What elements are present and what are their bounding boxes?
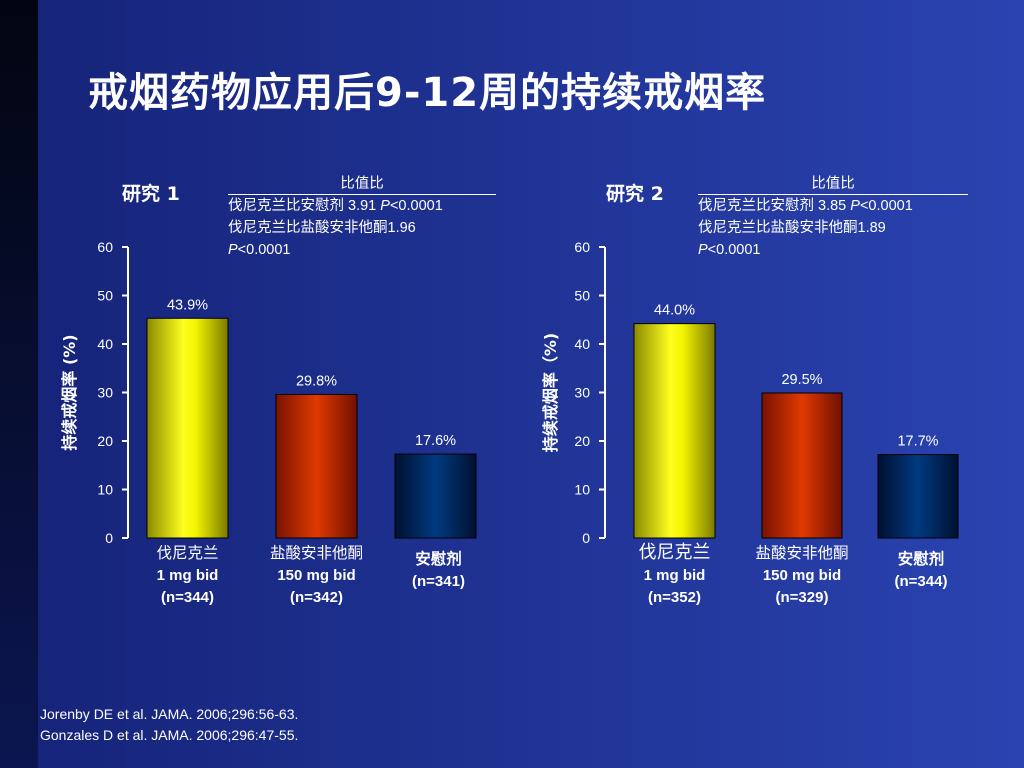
study-1-or-line-1: 伐尼克兰比安慰剂 3.91 P<0.0001 [228,198,443,214]
bar [761,392,843,539]
study-2-or-line-2: 伐尼克兰比盐酸安非他酮1.89 [698,220,886,236]
chart-study-2: 0 10 20 30 40 50 60 持续戒烟率（%) 44.0% 伐尼克兰 1 mg bid (n… [541,239,959,606]
y-tick-label: 30 [574,385,590,401]
bar [394,453,477,539]
study-1-odds-ratio-block: 比值比 伐尼克兰比安慰剂 3.91 P<0.0001 伐尼克兰比盐酸安非他酮1.… [228,174,496,261]
y-axis-title: 持续戒烟率（%) [541,333,560,452]
category-label: 盐酸安非他酮 [270,544,363,562]
y-tick-label: 0 [582,530,590,546]
y-tick-label: 60 [97,239,113,255]
data-label: 44.0% [654,303,695,319]
reference-2: Gonzales D et al. JAMA. 2006;296:47-55. [40,727,299,743]
y-axis-title: 持续戒烟率 (%) [60,334,79,450]
data-label: 29.8% [296,373,337,389]
category-label: 安慰剂 [415,549,462,568]
study-2-or-line-3: P<0.0001 [698,242,761,258]
references: Jorenby DE et al. JAMA. 2006;296:56-63. … [40,704,298,746]
category-label: 1 mg bid [644,567,706,584]
category-label: (n=352) [648,589,701,606]
category-label: 150 mg bid [277,567,355,584]
bar [877,454,959,539]
y-tick-label: 40 [574,336,590,352]
study-1-label: 研究 1 [122,183,180,205]
study-2-label: 研究 2 [606,183,664,205]
category-label: (n=344) [161,589,214,606]
study-2-or-header: 比值比 [811,176,855,192]
category-label: (n=344) [895,573,948,590]
bar [146,317,229,539]
category-label: 伐尼克兰 [156,544,218,562]
study-1-or-line-3: P<0.0001 [228,242,291,258]
study-1-or-line-2: 伐尼克兰比盐酸安非他酮1.96 [228,220,416,236]
y-tick-label: 30 [97,385,113,401]
y-tick-label: 40 [97,336,113,352]
chart-study-1: 0 10 20 30 40 50 60 持续戒烟率 (%) 43.9% 伐尼克兰 1 mg bid (… [60,239,477,606]
y-tick-label: 20 [574,433,590,449]
y-tick-label: 0 [105,530,113,546]
y-tick-label: 10 [97,482,113,498]
study-2-or-line-1: 伐尼克兰比安慰剂 3.85 P<0.0001 [698,198,913,214]
bar [275,393,358,539]
data-label: 17.6% [415,433,456,449]
category-label: 安慰剂 [898,549,945,568]
reference-1: Jorenby DE et al. JAMA. 2006;296:56-63. [40,706,299,722]
left-decor-strip [0,0,38,768]
y-tick-label: 50 [574,288,590,304]
y-tick-label: 50 [97,288,113,304]
study-1-or-header: 比值比 [340,176,384,192]
category-label: (n=329) [776,589,829,606]
data-label: 17.7% [897,434,938,450]
category-label: 伐尼克兰 [639,542,711,563]
data-label: 29.5% [781,372,822,388]
data-label: 43.9% [167,297,208,313]
y-tick-label: 20 [97,433,113,449]
y-tick-label: 10 [574,482,590,498]
y-tick-label: 60 [574,239,590,255]
study-2-odds-ratio-block: 比值比 伐尼克兰比安慰剂 3.85 P<0.0001 伐尼克兰比盐酸安非他酮1.… [698,174,968,261]
category-label: 盐酸安非他酮 [755,544,848,562]
category-label: (n=342) [290,589,343,606]
slide-title: 戒烟药物应用后9-12周的持续戒烟率 [88,70,767,116]
category-label: (n=341) [412,573,465,590]
bar [633,323,716,539]
category-label: 150 mg bid [763,567,841,584]
category-label: 1 mg bid [157,567,219,584]
